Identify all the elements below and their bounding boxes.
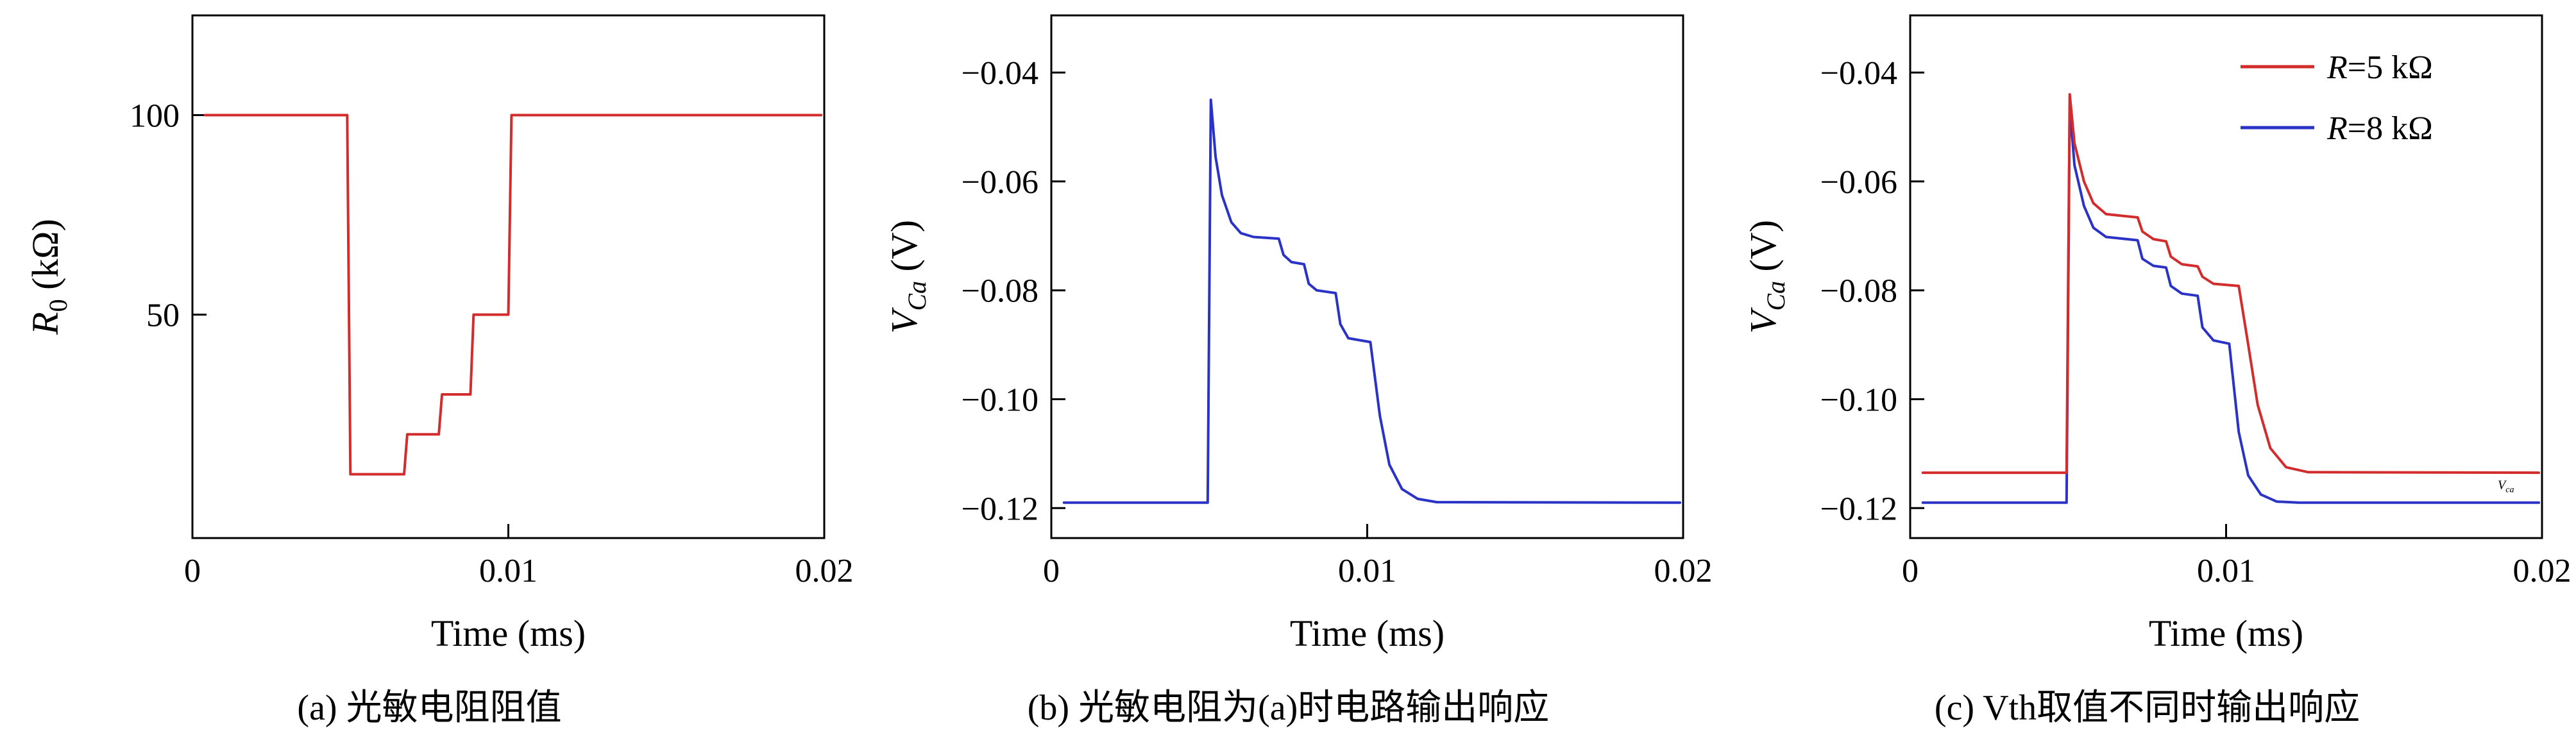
- x-tick-label: 0.01: [2197, 553, 2255, 589]
- series-line: [1921, 104, 2541, 504]
- chart-panel-c: 0 0.01 0.02 −0.04 −0.06 −0.08 −0.10 −0.12 Time (…: [1718, 0, 2576, 742]
- y-axis-label: R0 (kΩ): [24, 219, 72, 335]
- chart-panel-b: 0 0.01 0.02 −0.04 −0.06 −0.08 −0.10 −0.12 Time (…: [859, 0, 1718, 742]
- plot-annotation: Vca: [2498, 478, 2514, 495]
- x-tick-label: 0.02: [1654, 553, 1713, 589]
- x-tick-label: 0: [1902, 553, 1919, 589]
- chart-c-caption: (c) Vth取值不同时输出响应: [1934, 688, 2360, 728]
- y-tick-label: −0.12: [962, 491, 1038, 527]
- y-tick-label: −0.08: [1820, 273, 1897, 310]
- x-tick-label: 0.02: [795, 553, 854, 589]
- x-tick-label: 0: [184, 553, 201, 589]
- x-tick-label: 0: [1043, 553, 1060, 589]
- y-tick-label: −0.12: [1820, 491, 1897, 527]
- series-line: [203, 114, 823, 476]
- chart-c-plot: 0 0.01 0.02 −0.04 −0.06 −0.08 −0.10 −0.12 Time (…: [1742, 14, 2572, 654]
- x-axis-label: Time (ms): [1290, 612, 1445, 654]
- legend-label: R=8 kΩ: [2326, 110, 2433, 147]
- chart-b-caption: (b) 光敏电阻为(a)时电路输出响应: [1027, 688, 1550, 728]
- chart-panel-a: 0 0.01 0.02 50 100 Time (ms) R0 (kΩ) (a) 光敏电阻阻…: [0, 0, 859, 742]
- series-line: [1921, 93, 2541, 475]
- chart-b-plot: 0 0.01 0.02 −0.04 −0.06 −0.08 −0.10 −0.12 Time (…: [883, 14, 1713, 654]
- chart-a-plot: 0 0.01 0.02 50 100 Time (ms) R0 (kΩ): [24, 14, 854, 654]
- y-tick-label: −0.10: [1820, 382, 1897, 419]
- y-tick-label: −0.06: [962, 164, 1038, 201]
- y-tick-label: −0.10: [962, 382, 1038, 419]
- x-axis-label: Time (ms): [2149, 612, 2303, 654]
- x-tick-label: 0.02: [2513, 553, 2572, 589]
- x-tick-label: 0.01: [1338, 553, 1396, 589]
- y-axis-label: VCa (V): [883, 220, 931, 333]
- x-axis-label: Time (ms): [431, 612, 586, 654]
- legend-label: R=5 kΩ: [2326, 49, 2433, 86]
- y-tick-label: 100: [130, 98, 180, 135]
- x-tick-label: 0.01: [479, 553, 538, 589]
- y-tick-label: −0.06: [1820, 164, 1897, 201]
- chart-a-caption: (a) 光敏电阻阻值: [297, 688, 562, 728]
- y-tick-label: −0.04: [962, 55, 1038, 92]
- y-tick-label: 50: [146, 298, 180, 334]
- series-line: [1062, 98, 1682, 504]
- y-axis-label: VCa (V): [1742, 220, 1790, 333]
- y-tick-label: −0.08: [962, 273, 1038, 310]
- y-tick-label: −0.04: [1820, 55, 1897, 92]
